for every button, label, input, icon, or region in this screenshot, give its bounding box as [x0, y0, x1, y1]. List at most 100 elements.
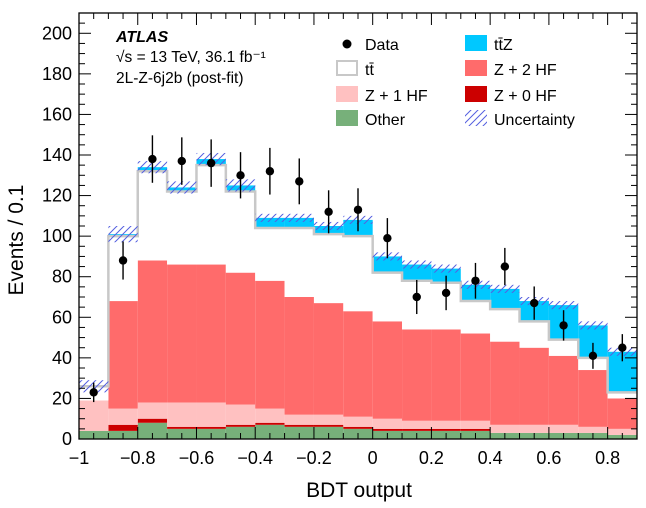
bar-other-7	[284, 426, 314, 439]
bar-z-0-hf-2	[137, 418, 168, 423]
y-tick-label-3: 60	[52, 307, 72, 327]
bar-z-2-hf-2	[137, 260, 168, 403]
data-point-8	[324, 207, 333, 216]
bar-z-0-hf-7	[284, 424, 314, 427]
data-point-15	[530, 298, 539, 308]
bar-z-2-hf-11	[402, 329, 432, 421]
data-point-2	[148, 154, 157, 164]
y-tick-label-0: 0	[62, 429, 72, 449]
y-tick-label-6: 120	[42, 186, 72, 206]
bar-tt-16	[548, 339, 579, 356]
legend-swatch-tt-z	[465, 35, 487, 51]
legend-label-tt-z: tt̄Z	[494, 37, 513, 54]
data-point-7	[295, 177, 304, 186]
data-point-13	[471, 276, 480, 285]
x-tick-label-3: −0.4	[237, 448, 273, 468]
uncertainty-17	[578, 321, 608, 330]
bar-z-2-hf-16	[548, 355, 579, 425]
x-axis-title: BDT output	[306, 479, 412, 502]
bar-tt-z-14	[490, 288, 520, 310]
bar-tt-13	[460, 301, 491, 334]
bar-z-1-hf-4	[196, 402, 226, 427]
bar-z-1-hf-14	[490, 424, 520, 433]
bar-tt-z-6	[255, 217, 285, 229]
atlas-label: ATLAS √s = 13 TeV, 36.1 fb⁻¹ 2L-Z-6j2b (…	[115, 29, 266, 87]
legend-entry-uncertainty: Uncertainty	[465, 110, 575, 129]
legend-entry-z-0-hf: Z + 0 HF	[465, 86, 557, 105]
data-point-10	[383, 233, 392, 243]
legend-swatch-uncertainty	[465, 110, 487, 126]
uncertainty-12	[431, 264, 461, 273]
legend-entry-other: Other	[336, 110, 406, 129]
bar-z-0-hf-1	[108, 424, 138, 431]
y-tick-label-7: 140	[42, 145, 72, 165]
data-point-4	[206, 158, 216, 168]
uncertainty-7	[284, 213, 314, 222]
bar-other-5	[225, 426, 256, 439]
bar-z-1-hf-18	[607, 428, 637, 435]
x-tick-label-0: −1	[69, 448, 90, 468]
bar-z-2-hf-17	[578, 370, 608, 427]
legend-swatch-z-0-hf	[465, 86, 487, 102]
bar-tt-10	[372, 272, 403, 322]
ttbar-step-line	[79, 163, 637, 394]
bar-z-1-hf-0	[79, 400, 109, 431]
x-tick-label-2: −0.6	[179, 448, 215, 468]
bar-z-0-hf-5	[225, 424, 256, 427]
bar-z-0-hf-6	[255, 422, 285, 425]
ttbar-outline	[79, 163, 637, 394]
bar-z-1-hf-16	[548, 424, 579, 433]
x-tick-label-8: 0.6	[536, 448, 561, 468]
data-point-6	[265, 167, 275, 176]
y-tick-label-8: 160	[42, 104, 72, 124]
bar-z-0-hf-11	[402, 428, 432, 431]
energy-lumi-label: √s = 13 TeV, 36.1 fb⁻¹	[116, 49, 266, 66]
bar-z-2-hf-9	[343, 311, 373, 417]
bar-z-0-hf-3	[167, 426, 197, 429]
bar-z-1-hf-5	[225, 404, 256, 425]
bar-z-2-hf-7	[284, 297, 314, 415]
bar-z-1-hf-15	[519, 424, 549, 433]
bar-z-2-hf-4	[196, 264, 226, 403]
y-tick-label-5: 100	[42, 226, 72, 246]
legend-label-z-1-hf: Z + 1 HF	[365, 88, 428, 105]
legend-label-data: Data	[365, 37, 399, 54]
bar-tt-3	[167, 191, 197, 265]
bar-z-1-hf-10	[372, 418, 403, 429]
bar-z-2-hf-1	[108, 301, 138, 409]
bar-z-2-hf-14	[490, 341, 520, 425]
x-tick-label-9: 0.8	[595, 448, 620, 468]
legend-swatch-z-2-hf	[465, 60, 487, 76]
uncertainty-1	[108, 226, 138, 243]
x-tick-label-5: 0	[368, 448, 378, 468]
bar-z-2-hf-15	[519, 347, 549, 425]
experiment-label: ATLAS	[115, 29, 168, 46]
data-point-16	[559, 321, 568, 330]
bar-z-2-hf-6	[255, 280, 285, 409]
y-tick-label-2: 40	[52, 348, 72, 368]
bar-z-0-hf-12	[431, 428, 461, 431]
bar-z-1-hf-8	[313, 414, 344, 425]
data-point-9	[353, 205, 363, 214]
uncertainty-14	[490, 284, 520, 293]
bar-z-2-hf-18	[607, 398, 637, 429]
bar-tt-6	[255, 228, 285, 281]
legend-label-z-2-hf: Z + 2 HF	[494, 62, 557, 79]
y-axis-title: Events / 0.1	[5, 185, 28, 296]
bar-tt-5	[225, 191, 256, 273]
x-tick-label-6: 0.2	[419, 448, 444, 468]
bar-z-0-hf-13	[460, 428, 491, 431]
x-tick-label-4: −0.2	[296, 448, 332, 468]
y-tick-label-4: 80	[52, 267, 72, 287]
uncertainty-6	[255, 213, 285, 222]
bar-z-1-hf-6	[255, 408, 285, 423]
bar-other-8	[313, 426, 344, 439]
data-point-14	[500, 262, 510, 271]
bar-z-2-hf-13	[460, 333, 491, 421]
data-point-0	[89, 388, 98, 397]
bar-z-1-hf-7	[284, 414, 314, 425]
bar-z-2-hf-8	[313, 303, 344, 415]
data-points	[89, 135, 627, 403]
legend-label-uncertainty: Uncertainty	[494, 112, 575, 129]
